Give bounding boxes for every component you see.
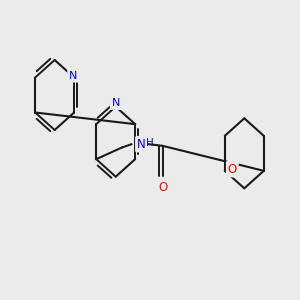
Text: O: O [158,181,167,194]
Text: H: H [146,137,153,148]
Text: N: N [69,71,77,81]
Text: N: N [137,138,146,151]
Text: O: O [228,163,237,176]
Text: N: N [112,98,120,108]
